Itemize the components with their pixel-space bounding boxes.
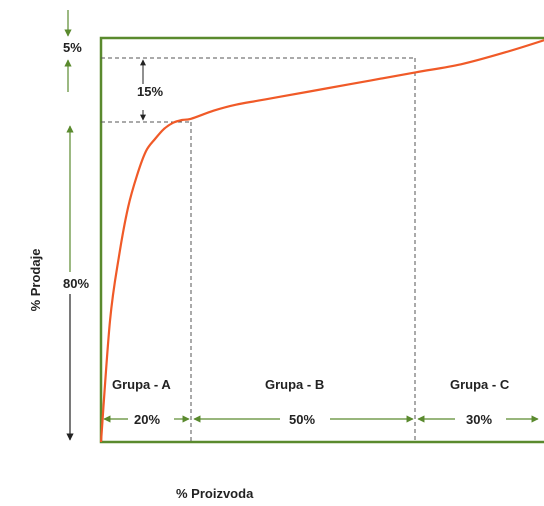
label-80pct: 80% — [63, 276, 89, 291]
group-c-name: Grupa - C — [450, 377, 510, 392]
left-annotations — [64, 10, 146, 441]
guide-lines — [101, 57, 416, 442]
x-axis-label: % Proizvoda — [176, 486, 254, 501]
group-c-share: 30% — [466, 412, 492, 427]
group-b-share: 50% — [289, 412, 315, 427]
y-axis-label: % Prodaje — [28, 249, 43, 312]
group-a-name: Grupa - A — [112, 377, 171, 392]
group-b-name: Grupa - B — [265, 377, 324, 392]
group-a-share: 20% — [134, 412, 160, 427]
cumulative-curve-line — [99, 39, 544, 443]
label-5pct: 5% — [63, 40, 82, 55]
series-layer — [99, 39, 544, 443]
label-15pct: 15% — [137, 84, 163, 99]
plot-frame — [99, 36, 544, 444]
